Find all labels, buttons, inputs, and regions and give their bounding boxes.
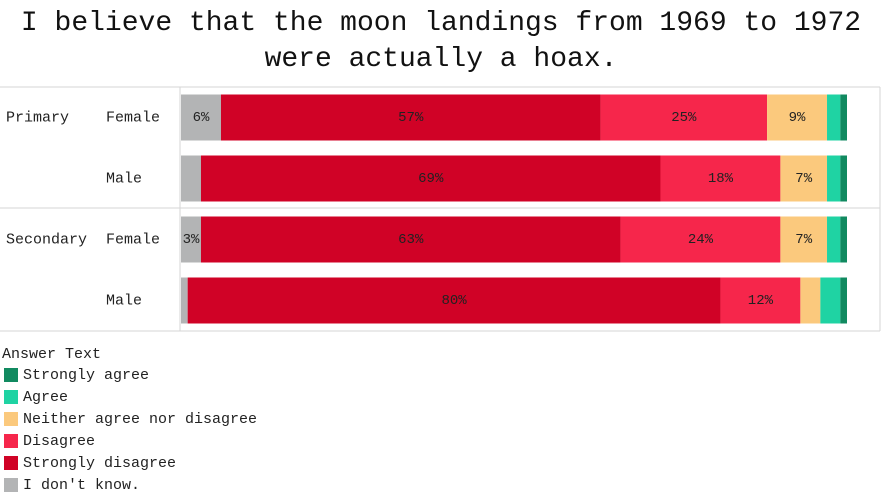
bar-segment [181,155,201,202]
bar-segment [660,155,781,202]
bar-segment [220,94,601,141]
bar-segment [620,216,781,263]
data-label: 63% [398,232,424,248]
bar-segment [780,216,828,263]
data-label: 12% [748,293,774,309]
bar-segment [780,155,828,202]
bar-segment [200,216,621,263]
legend-label: Strongly agree [23,367,149,384]
data-label: 7% [795,171,812,187]
bar-segment [767,94,828,141]
bar-segment [827,155,841,202]
group-label: Primary [6,109,69,126]
data-label: 18% [708,171,734,187]
legend-label: Disagree [23,433,95,450]
category-label: Male [106,170,142,187]
category-label: Male [106,292,142,309]
category-label: Female [106,231,160,248]
bar-segment [840,155,847,202]
group-label: Secondary [6,231,87,248]
data-label: 25% [671,110,697,126]
bar-segment [720,277,801,324]
bar-segment [181,277,188,324]
data-label: 7% [795,232,812,248]
bar-segment [187,277,721,324]
bar-segment [200,155,661,202]
bar-segment [827,94,841,141]
legend-swatch [4,478,18,492]
data-label: 3% [183,232,200,248]
legend-label: Agree [23,389,68,406]
bar-segment [800,277,821,324]
legend-label: I don't know. [23,477,140,494]
legend-title: Answer Text [2,346,101,363]
bar-segment [827,216,841,263]
bar-segment [181,94,221,141]
chart-title: I believe that the moon landings from 19… [20,8,862,75]
legend-swatch [4,368,18,382]
bar-segment [181,216,201,263]
legend-label: Neither agree nor disagree [23,411,257,428]
legend-swatch [4,412,18,426]
data-label: 80% [441,293,467,309]
bar-segment [600,94,768,141]
data-label: 9% [789,110,806,126]
legend-swatch [4,434,18,448]
data-label: 6% [193,110,210,126]
bar-segment [840,277,847,324]
bar-segment [840,94,847,141]
bar-segment [840,216,847,263]
legend-swatch [4,456,18,470]
data-label: 57% [398,110,424,126]
bar-segment [820,277,841,324]
data-label: 24% [688,232,714,248]
category-label: Female [106,109,160,126]
legend-label: Strongly disagree [23,455,176,472]
data-label: 69% [418,171,444,187]
legend-swatch [4,390,18,404]
